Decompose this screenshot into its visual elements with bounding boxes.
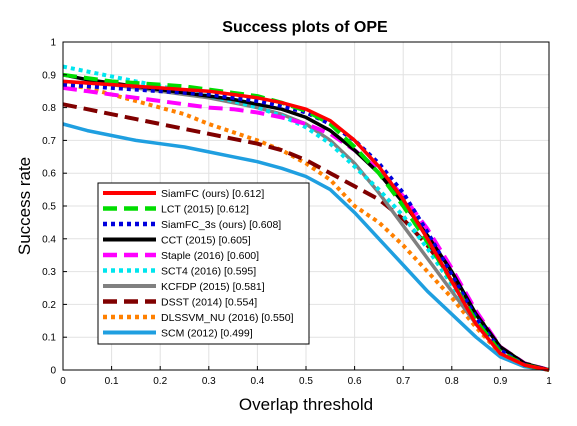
x-tick-label: 0.4 [250, 376, 264, 387]
legend-label-8: DLSSVM_NU (2016) [0.550] [161, 312, 294, 324]
legend-label-4: Staple (2016) [0.600] [161, 250, 259, 262]
y-tick-label: 0.2 [42, 300, 56, 311]
x-tick-label: 0.7 [396, 376, 410, 387]
x-tick-label: 0.9 [493, 376, 507, 387]
x-axis-label: Overlap threshold [239, 395, 373, 414]
legend-label-9: SCM (2012) [0.499] [161, 328, 253, 340]
series-line-8 [62, 82, 550, 372]
y-tick-label: 0.4 [42, 234, 56, 245]
y-tick-label: 1 [50, 38, 56, 49]
series-line-2 [62, 82, 550, 372]
y-tick-label: 0.8 [42, 103, 56, 114]
legend-label-5: SCT4 (2016) [0.595] [161, 266, 256, 278]
x-tick-label: 0.1 [105, 376, 119, 387]
legend-label-0: SiamFC (ours) [0.612] [161, 188, 264, 200]
legend-label-1: LCT (2015) [0.612] [161, 204, 249, 216]
series-line-9 [62, 122, 550, 372]
x-tick-label: 1 [546, 376, 552, 387]
y-tick-label: 0.5 [42, 202, 56, 213]
legend: SiamFC (ours) [0.612] LCT (2015) [0.612] S… [97, 182, 310, 345]
y-tick-label: 0.1 [42, 333, 56, 344]
y-axis-ticks: 0 0.1 0.2 0.3 0.4 0.5 0.6 0.7 0.8 0.9 1 [42, 38, 67, 377]
legend-label-3: CCT (2015) [0.605] [161, 235, 251, 247]
x-tick-label: 0 [60, 376, 66, 387]
y-axis-label: Success rate [15, 157, 34, 255]
x-tick-label: 0.6 [348, 376, 362, 387]
legend-label-2: SiamFC_3s (ours) [0.608] [161, 219, 281, 231]
chart-title: Success plots of OPE [222, 19, 388, 36]
y-tick-label: 0.7 [42, 136, 56, 147]
x-tick-label: 0.8 [445, 376, 459, 387]
legend-label-6: KCFDP (2015) [0.581] [161, 281, 265, 293]
x-axis-ticks: 0 0.1 0.2 0.3 0.4 0.5 0.6 0.7 0.8 0.9 1 [60, 366, 552, 387]
x-tick-label: 0.5 [299, 376, 313, 387]
legend-label-7: DSST (2014) [0.554] [161, 297, 257, 309]
x-tick-label: 0.3 [202, 376, 216, 387]
series-line-0 [62, 79, 550, 372]
series-lines [62, 64, 550, 372]
y-tick-label: 0 [50, 366, 56, 377]
y-tick-label: 0.9 [42, 70, 56, 81]
y-tick-label: 0.3 [42, 267, 56, 278]
y-tick-label: 0.6 [42, 169, 56, 180]
x-tick-label: 0.2 [153, 376, 167, 387]
